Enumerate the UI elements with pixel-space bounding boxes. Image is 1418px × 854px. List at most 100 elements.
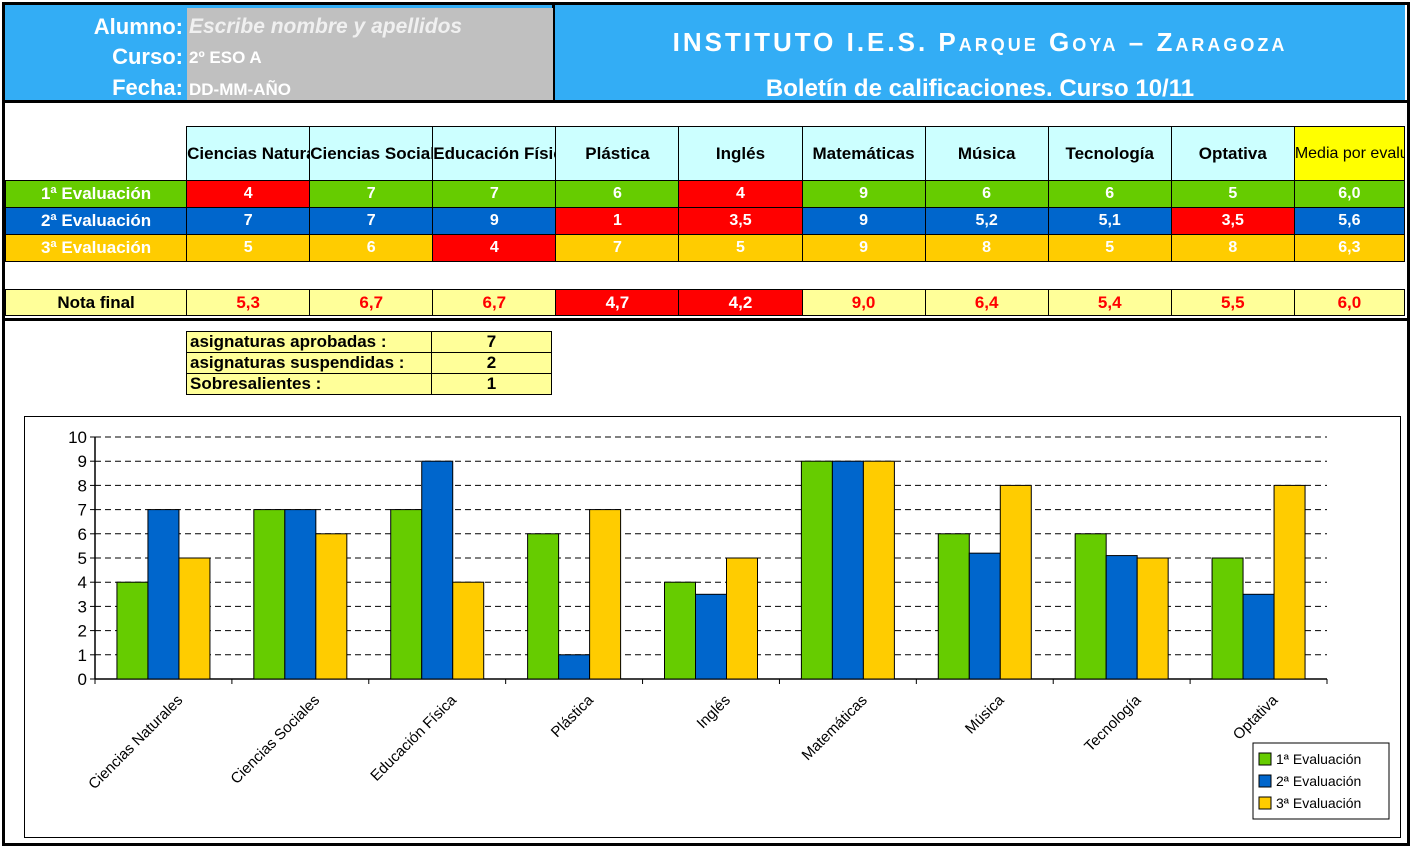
institute-title: INSTITUTO I.E.S. Parque Goya – Zaragoza: [672, 27, 1288, 57]
grade-cell[interactable]: 8: [924, 234, 1049, 262]
alumno-field[interactable]: Escribe nombre y apellidos: [189, 15, 463, 38]
subject-header: Tecnología: [1047, 126, 1172, 181]
legend-swatch: [1258, 796, 1272, 810]
grade-cell[interactable]: 4: [678, 180, 803, 208]
x-tick-label: Ciencias Sociales: [227, 692, 323, 788]
subject-header: Plástica: [555, 126, 680, 181]
final-grades-table: Nota final 5,3 6,7 6,7 4,7 4,2 9,0 6,4 5…: [4, 289, 1406, 316]
report-subtitle: Boletín de calificaciones. Curso 10/11: [765, 75, 1195, 102]
x-tick-label: Educación Física: [367, 691, 460, 784]
curso-field[interactable]: 2º ESO A: [189, 48, 262, 67]
student-info-input-area[interactable]: [187, 8, 553, 100]
grade-cell[interactable]: 7: [555, 234, 680, 262]
bar: [968, 552, 1001, 680]
bar: [1074, 533, 1107, 680]
grade-cell[interactable]: 3,5: [678, 207, 803, 235]
legend-label: 1ª Evaluación: [1276, 751, 1361, 767]
media-cell: 5,6: [1293, 207, 1406, 235]
final-cell: 5,4: [1047, 289, 1172, 316]
summary-row: asignaturas aprobadas :7: [186, 331, 552, 353]
bar: [421, 460, 454, 680]
grade-cell[interactable]: 6: [924, 180, 1049, 208]
summary-row: Sobresalientes :1: [186, 373, 552, 395]
grade-cell[interactable]: 9: [801, 207, 926, 235]
grade-cell[interactable]: 5: [1170, 180, 1295, 208]
bar-chart-svg: 0 1 2 3 4 5 6 7 8 9 10 Ciencias Naturales Ciencias S…: [68, 428, 1390, 820]
subject-header: Música: [924, 126, 1049, 181]
summary-label: asignaturas suspendidas :: [186, 352, 432, 374]
fecha-label: Fecha:: [112, 75, 183, 100]
x-tick-label: Matemáticas: [799, 692, 871, 764]
alumno-label: Alumno:: [93, 14, 183, 39]
final-label: Nota final: [4, 289, 188, 316]
final-row: Nota final 5,3 6,7 6,7 4,7 4,2 9,0 6,4 5…: [4, 289, 1406, 316]
subject-header: Ciencias Sociales: [309, 126, 434, 181]
summary-value: 7: [431, 331, 552, 353]
grade-cell[interactable]: 8: [1170, 234, 1295, 262]
grade-cell[interactable]: 4: [186, 180, 311, 208]
grade-cell[interactable]: 7: [432, 180, 557, 208]
grades-chart: 0 1 2 3 4 5 6 7 8 9 10 Ciencias Naturales Ciencias S…: [24, 416, 1401, 838]
grade-cell[interactable]: 7: [186, 207, 311, 235]
empty-corner: [5, 126, 187, 181]
grade-cell[interactable]: 1: [555, 207, 680, 235]
final-media-cell: 6,0: [1293, 289, 1406, 316]
grade-cell[interactable]: 5,2: [924, 207, 1049, 235]
bar: [527, 533, 560, 680]
x-tick-label: Optativa: [1230, 691, 1282, 743]
y-tick-label: 3: [78, 597, 87, 616]
grade-cell[interactable]: 5: [678, 234, 803, 262]
grade-cell[interactable]: 6: [1047, 180, 1172, 208]
y-tick-label: 0: [78, 670, 87, 689]
fecha-field[interactable]: DD-MM-AÑO: [189, 80, 291, 99]
grade-cell[interactable]: 9: [801, 234, 926, 262]
y-tick-label: 1: [78, 646, 87, 665]
y-tick-label: 10: [68, 428, 87, 447]
subject-header-row: Ciencias Naturales Ciencias Sociales Edu…: [5, 126, 1406, 181]
final-cell: 4,2: [678, 289, 803, 316]
grade-cell[interactable]: 5,1: [1047, 207, 1172, 235]
x-tick-label: Música: [962, 691, 1008, 737]
y-tick-label: 2: [78, 622, 87, 641]
curso-label: Curso:: [112, 44, 183, 69]
grade-cell[interactable]: 7: [309, 207, 434, 235]
grade-cell[interactable]: 6: [309, 234, 434, 262]
grade-cell[interactable]: 3,5: [1170, 207, 1295, 235]
bar: [937, 533, 970, 680]
grade-cell[interactable]: 9: [432, 207, 557, 235]
grade-cell[interactable]: 9: [801, 180, 926, 208]
x-tick-label: Tecnología: [1081, 691, 1145, 755]
legend-swatch: [1258, 774, 1272, 788]
legend-swatch: [1258, 752, 1272, 766]
bar: [1211, 557, 1244, 680]
grade-cell[interactable]: 5: [1047, 234, 1172, 262]
eval-row-1: 1ª Evaluación 4 7 7 6 4 9 6 6 5 6,0: [4, 180, 1406, 208]
subject-header: Optativa: [1170, 126, 1295, 181]
table-divider: [5, 318, 1407, 321]
summary-label: asignaturas aprobadas :: [186, 331, 432, 353]
subject-header: Matemáticas: [801, 126, 926, 181]
subject-header: Educación Física: [432, 126, 557, 181]
y-tick-label: 4: [78, 573, 87, 592]
bar: [726, 557, 758, 680]
x-tick-label: Plástica: [548, 691, 598, 741]
y-tick-label: 6: [78, 525, 87, 544]
eval-row-2: 2ª Evaluación 7 7 9 1 3,5 9 5,2 5,1 3,5 …: [4, 207, 1406, 235]
bar: [999, 484, 1032, 680]
title-panel: INSTITUTO I.E.S. Parque Goya – Zaragoza …: [555, 5, 1405, 102]
summary-value: 2: [431, 352, 552, 374]
legend-label: 2ª Evaluación: [1276, 773, 1361, 789]
summary-value: 1: [431, 373, 552, 395]
grade-cell[interactable]: 6: [555, 180, 680, 208]
final-cell: 6,4: [924, 289, 1049, 316]
bar: [178, 557, 211, 680]
bar: [253, 509, 286, 680]
x-tick-label: Ciencias Naturales: [85, 692, 186, 793]
legend-box: [1252, 742, 1390, 820]
grade-cell[interactable]: 5: [186, 234, 311, 262]
grade-cell[interactable]: 7: [309, 180, 434, 208]
grade-cell[interactable]: 4: [432, 234, 557, 262]
bar: [558, 654, 591, 680]
bar: [116, 581, 149, 680]
media-header: Media por evaluación: [1293, 126, 1406, 181]
